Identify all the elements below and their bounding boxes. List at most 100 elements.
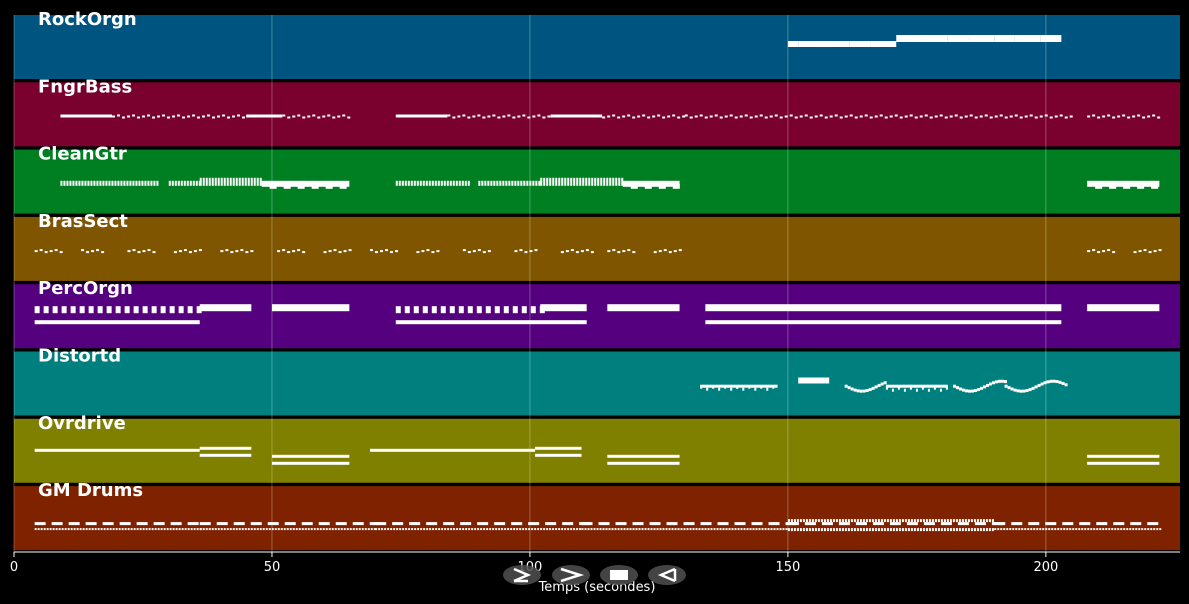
note-2-8 [1087, 180, 1160, 189]
back-button[interactable] [648, 565, 686, 585]
note-0-1 [798, 41, 825, 47]
note-7-4 [787, 519, 1003, 532]
playback-controls [503, 565, 686, 585]
note-0-10 [1014, 35, 1041, 42]
forward-button[interactable] [552, 565, 590, 585]
track-lane-fngrbass [14, 82, 1180, 147]
note-4-3 [395, 306, 545, 314]
note-2-6 [540, 177, 624, 186]
note-4-10 [705, 320, 1062, 325]
track-lane-rockorgn [14, 15, 1180, 79]
play-icon [513, 567, 532, 583]
track-lane-ovrdrive [14, 418, 1180, 483]
note-6-0 [34, 448, 200, 452]
track-name-cleangtr: CleanGtr [38, 144, 127, 165]
note-2-5 [478, 180, 541, 186]
note-2-2 [199, 177, 262, 186]
note-layer [34, 35, 1162, 532]
note-0-0 [787, 41, 799, 47]
note-1-0 [60, 114, 113, 118]
note-0-3 [849, 41, 871, 47]
note-6-6 [1087, 454, 1160, 465]
tick-label-150: 150 [775, 560, 800, 575]
note-2-1 [168, 180, 201, 186]
vertical-gridlines [13, 15, 1047, 552]
note-3-13 [653, 249, 682, 254]
note-6-2 [271, 454, 350, 465]
track-lane-percorgn [14, 284, 1180, 349]
note-3-11 [560, 249, 594, 254]
note-6-3 [369, 448, 536, 452]
note-7-0 [34, 522, 202, 531]
note-4-8 [34, 320, 200, 325]
note-3-10 [514, 249, 538, 254]
note-1-3 [282, 114, 351, 119]
note-7-1 [199, 522, 381, 531]
note-0-4 [870, 41, 897, 47]
note-4-7 [1087, 304, 1160, 312]
note-2-4 [395, 180, 470, 186]
track-lane-brassect [14, 216, 1180, 281]
track-name-brassect: BrasSect [38, 211, 128, 232]
track-name-percorgn: PercOrgn [38, 278, 133, 299]
note-6-1 [199, 446, 252, 457]
track-name-rockorgn: RockOrgn [38, 9, 137, 30]
note-0-9 [994, 35, 1015, 42]
note-2-0 [60, 180, 159, 186]
note-1-2 [246, 114, 283, 118]
note-1-5 [447, 114, 551, 119]
note-4-5 [607, 304, 680, 312]
note-3-3 [173, 249, 202, 254]
track-name-fngrbass: FngrBass [38, 76, 132, 97]
note-3-14 [1087, 249, 1116, 254]
note-3-6 [323, 249, 352, 254]
note-0-11 [1040, 35, 1062, 42]
note-7-5 [994, 522, 1162, 531]
note-3-0 [34, 249, 63, 254]
note-6-5 [607, 454, 680, 465]
note-0-6 [922, 35, 948, 42]
note-4-1 [199, 304, 252, 312]
tick-label-50: 50 [264, 560, 281, 575]
note-3-9 [462, 249, 491, 254]
note-1-7 [602, 114, 686, 119]
stop-icon [610, 570, 628, 580]
track-name-ovrdrive: Ovrdrive [38, 413, 126, 434]
note-0-5 [896, 35, 923, 42]
track-lane-distortd [14, 351, 1180, 416]
note-5-2 [798, 377, 830, 384]
play-button[interactable] [503, 565, 541, 585]
note-4-6 [705, 304, 1062, 312]
note-3-2 [127, 249, 156, 254]
track-name-distortd: Distortd [38, 346, 121, 367]
note-5-4 [885, 384, 948, 392]
note-5-5 [952, 379, 1007, 393]
note-0-7 [947, 35, 969, 42]
track-lane-cleangtr [14, 149, 1180, 214]
note-1-4 [395, 114, 448, 118]
forward-icon [560, 567, 585, 583]
track-lanes [14, 15, 1180, 551]
note-3-5 [277, 249, 306, 254]
tick-label-200: 200 [1033, 560, 1058, 575]
note-0-8 [968, 35, 995, 42]
track-names: RockOrgn FngrBass CleanGtr BrasSect PercOrgn… [38, 9, 143, 501]
note-3-12 [607, 249, 636, 254]
note-2-7 [622, 180, 680, 189]
stop-button[interactable] [600, 565, 638, 585]
note-1-1 [112, 114, 246, 119]
note-5-6 [1004, 379, 1068, 393]
note-3-8 [416, 249, 440, 254]
note-1-9 [1087, 114, 1161, 119]
note-3-1 [81, 249, 105, 254]
note-1-6 [550, 114, 603, 118]
track-lane-gm-drums [14, 486, 1180, 551]
note-4-4 [540, 304, 587, 312]
note-5-3 [844, 381, 887, 393]
note-4-2 [271, 304, 350, 312]
track-name-gm-drums: GM Drums [38, 480, 143, 501]
x-axis-label: Temps (secondes) [538, 580, 656, 595]
tick-label-0: 0 [10, 560, 18, 575]
note-4-0 [34, 306, 202, 314]
